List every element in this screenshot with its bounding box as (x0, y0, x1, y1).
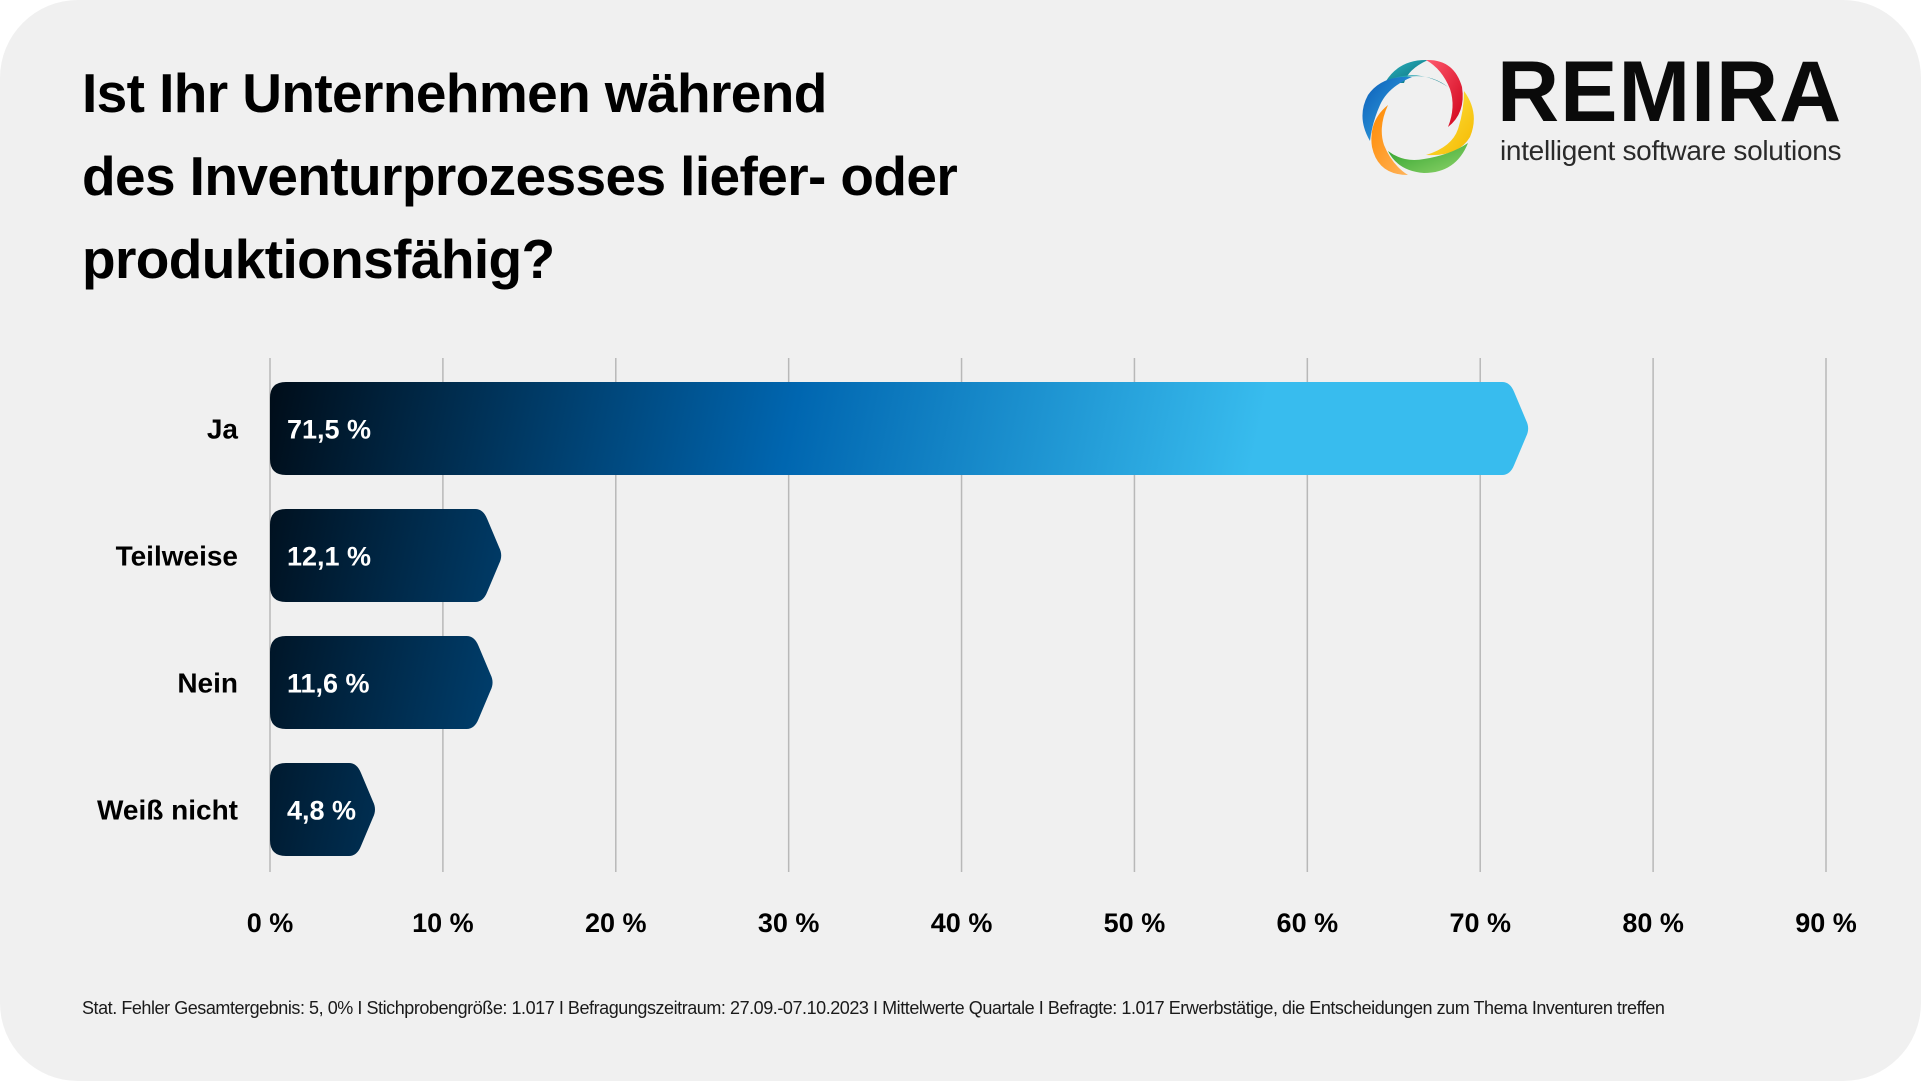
x-tick-label: 90 % (1795, 908, 1857, 938)
category-label: Ja (207, 414, 239, 445)
x-tick-label: 70 % (1449, 908, 1511, 938)
swirl-segment-blue (1362, 76, 1412, 141)
chart-title: Ist Ihr Unternehmen während des Inventur… (82, 52, 958, 301)
title-line-2: des Inventurprozesses liefer- oder (82, 145, 958, 207)
x-tick-label: 0 % (247, 908, 294, 938)
title-line-3: produktionsfähig? (82, 228, 555, 290)
logo-tagline: intelligent software solutions (1500, 135, 1842, 166)
bar-value-label: 11,6 % (287, 669, 370, 699)
swirl-segment-green (1388, 143, 1468, 173)
x-tick-label: 80 % (1622, 908, 1684, 938)
x-axis-tick-labels: 0 % 10 % 20 % 30 % 40 % 50 % 60 % 70 % 80 % 90 % (247, 908, 1857, 938)
x-tick-label: 40 % (931, 908, 993, 938)
remira-swirl-icon (1362, 59, 1474, 175)
bar-ja (270, 382, 1529, 475)
bar-value-label: 12,1 % (287, 542, 371, 572)
x-tick-label: 20 % (585, 908, 647, 938)
bar-value-label: 71,5 % (287, 415, 371, 445)
bar-teilweise (270, 509, 502, 602)
category-label: Nein (177, 668, 238, 699)
x-tick-label: 10 % (412, 908, 474, 938)
x-tick-label: 60 % (1277, 908, 1339, 938)
swirl-segment-orange (1371, 105, 1408, 175)
swirl-segment-yellow (1426, 91, 1474, 156)
x-tick-label: 30 % (758, 908, 820, 938)
category-label: Teilweise (116, 541, 238, 572)
logo-wordmark: REMIRA (1497, 44, 1843, 140)
category-label: Weiß nicht (97, 795, 238, 826)
bar-wei-nicht (270, 763, 375, 856)
bars: 71,5 % 12,1 % 11,6 % 4,8 % (270, 382, 1529, 856)
x-tick-label: 50 % (1104, 908, 1166, 938)
title-line-1: Ist Ihr Unternehmen während (82, 62, 827, 124)
category-labels: Ja Teilweise Nein Weiß nicht (97, 414, 238, 826)
swirl-segment-teal (1386, 59, 1428, 83)
bar-nein (270, 636, 493, 729)
bar-value-label: 4,8 % (287, 796, 356, 826)
swirl-segment-red (1426, 59, 1463, 128)
remira-logo: REMIRA intelligent software solutions (1355, 49, 1875, 180)
footnote: Stat. Fehler Gesamtergebnis: 5, 0% I Sti… (82, 998, 1665, 1018)
